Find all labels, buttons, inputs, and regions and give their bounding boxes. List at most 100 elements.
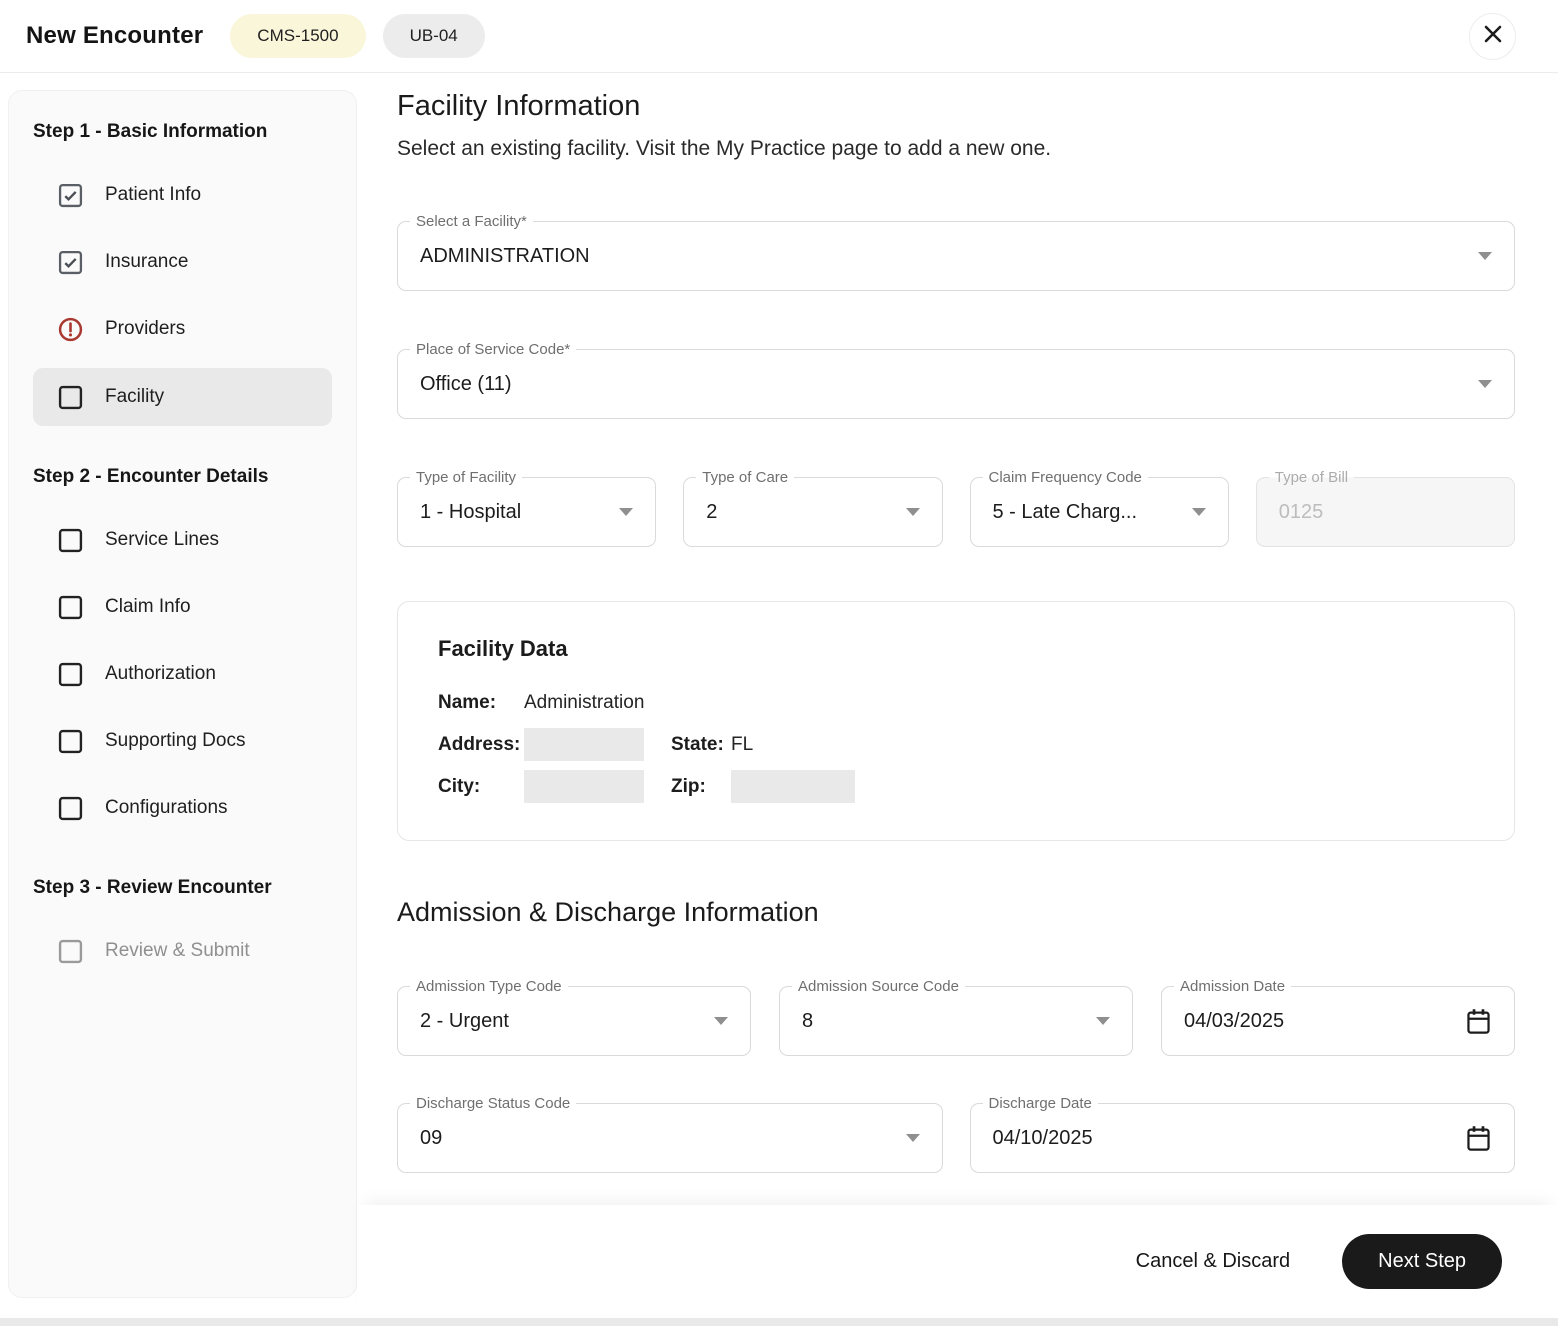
field-value: ADMINISTRATION [420, 244, 590, 267]
facility-data-grid: Name: Administration Address: State: FL … [438, 686, 1474, 803]
city-value-redacted [524, 770, 671, 803]
steps-sidebar: Step 1 - Basic Information Patient Info … [8, 90, 357, 1298]
sidebar-item-label: Supporting Docs [105, 730, 246, 751]
field-value: 09 [420, 1126, 443, 1149]
admission-date-field[interactable]: Admission Date 04/03/2025 [1161, 977, 1515, 1056]
sidebar-item-label: Patient Info [105, 184, 202, 205]
place-of-service-dropdown[interactable]: Place of Service Code* Office (11) [397, 340, 1515, 419]
redacted-block [731, 770, 855, 803]
bill-codes-row: Type of Facility 1 - Hospital Type of Ca… [397, 468, 1515, 547]
field-label: Discharge Date [982, 1094, 1098, 1114]
chevron-down-icon [905, 508, 920, 516]
facility-data-title: Facility Data [438, 636, 568, 661]
calendar-icon [1465, 1007, 1492, 1036]
discharge-status-dropdown[interactable]: Discharge Status Code 09 [397, 1094, 943, 1173]
admission-discharge-title: Admission & Discharge Information [397, 897, 819, 927]
field-value: 0125 [1278, 500, 1324, 523]
city-label: City: [438, 775, 481, 797]
sidebar-item-authorization[interactable]: Authorization [33, 659, 332, 689]
field-value: 5 - Late Charg... [992, 500, 1138, 523]
type-of-facility-dropdown[interactable]: Type of Facility 1 - Hospital [397, 468, 657, 547]
sidebar-item-label: Configurations [105, 797, 228, 818]
sidebar-item-review-submit: Review & Submit [33, 936, 332, 966]
checkbox-unchecked-icon [58, 662, 83, 687]
address-label: Address: [438, 733, 521, 755]
state-value: FL [731, 733, 754, 755]
sidebar-item-label: Facility [105, 386, 165, 407]
error-exclamation-icon [58, 317, 83, 342]
discharge-row: Discharge Status Code 09 Discharge Date … [397, 1094, 1515, 1173]
checkbox-checked-icon [58, 250, 83, 275]
field-value: 2 - Urgent [420, 1009, 509, 1032]
field-label: Admission Source Code [792, 977, 965, 997]
admission-source-dropdown[interactable]: Admission Source Code 8 [779, 977, 1133, 1056]
checkbox-unchecked-disabled-icon [58, 939, 83, 964]
field-label: Claim Frequency Code [982, 468, 1148, 488]
checkbox-unchecked-icon [58, 528, 83, 553]
field-label: Admission Date [1174, 977, 1292, 997]
sidebar-item-service-lines[interactable]: Service Lines [33, 525, 332, 555]
form-type-badge-cms1500[interactable]: CMS-1500 [230, 14, 366, 58]
field-value: 8 [802, 1009, 814, 1032]
facility-data-card: Facility Data Name: Administration Addre… [397, 601, 1515, 841]
chevron-down-icon [905, 1134, 920, 1142]
redacted-block [524, 770, 644, 803]
zip-value-redacted [731, 770, 1474, 803]
next-step-button[interactable]: Next Step [1342, 1234, 1502, 1289]
field-label: Place of Service Code* [410, 340, 577, 360]
checkbox-unchecked-icon [58, 385, 83, 410]
field-value: 04/10/2025 [992, 1126, 1093, 1149]
sidebar-item-facility[interactable]: Facility [33, 368, 332, 426]
sidebar-item-providers[interactable]: Providers [33, 314, 332, 344]
discharge-date-field[interactable]: Discharge Date 04/10/2025 [969, 1094, 1515, 1173]
field-value: 04/03/2025 [1184, 1009, 1285, 1032]
step3-heading: Step 3 - Review Encounter [33, 877, 272, 898]
field-label: Type of Bill [1268, 468, 1355, 488]
chevron-down-icon [1191, 508, 1206, 516]
field-label: Type of Facility [410, 468, 523, 488]
chevron-down-icon [714, 1017, 728, 1025]
field-label: Select a Facility* [410, 212, 533, 232]
cancel-discard-button[interactable]: Cancel & Discard [1135, 1250, 1291, 1272]
admission-row: Admission Type Code 2 - Urgent Admission… [397, 977, 1515, 1056]
page-subtitle: Select an existing facility. Visit the M… [397, 137, 1052, 160]
page-bottom-strip [0, 1318, 1558, 1326]
name-value: Administration [524, 691, 645, 713]
close-button[interactable] [1469, 13, 1516, 60]
checkbox-unchecked-icon [58, 595, 83, 620]
chevron-down-icon [1478, 380, 1492, 388]
modal-header: New Encounter CMS-1500 UB-04 [0, 0, 1558, 73]
sidebar-item-patient-info[interactable]: Patient Info [33, 180, 332, 210]
calendar-icon [1465, 1124, 1492, 1153]
field-value: 2 [706, 500, 718, 523]
sidebar-item-label: Providers [105, 318, 186, 339]
field-label: Admission Type Code [410, 977, 568, 997]
facility-step-content: Facility Information Select an existing … [397, 73, 1515, 1173]
admission-type-dropdown[interactable]: Admission Type Code 2 - Urgent [397, 977, 751, 1056]
zip-label: Zip: [671, 775, 706, 797]
checkbox-unchecked-icon [58, 729, 83, 754]
chevron-down-icon [1478, 252, 1492, 260]
field-value: Office (11) [420, 372, 512, 395]
sidebar-item-supporting-docs[interactable]: Supporting Docs [33, 726, 332, 756]
sidebar-item-label: Service Lines [105, 529, 220, 550]
wizard-footer: Cancel & Discard Next Step [357, 1205, 1558, 1318]
sidebar-item-claim-info[interactable]: Claim Info [33, 592, 332, 622]
modal-title: New Encounter [26, 22, 204, 49]
step2-heading: Step 2 - Encounter Details [33, 466, 269, 487]
sidebar-item-label: Authorization [105, 663, 216, 684]
name-label: Name: [438, 691, 497, 713]
sidebar-item-insurance[interactable]: Insurance [33, 247, 332, 277]
claim-frequency-dropdown[interactable]: Claim Frequency Code 5 - Late Charg... [969, 468, 1229, 547]
select-facility-dropdown[interactable]: Select a Facility* ADMINISTRATION [397, 212, 1515, 291]
sidebar-item-label: Review & Submit [105, 940, 250, 961]
state-label: State: [671, 733, 724, 755]
address-value-redacted [524, 728, 671, 761]
page-title: Facility Information [397, 90, 641, 122]
step1-heading: Step 1 - Basic Information [33, 121, 268, 142]
sidebar-item-configurations[interactable]: Configurations [33, 793, 332, 823]
type-of-care-dropdown[interactable]: Type of Care 2 [683, 468, 943, 547]
field-value: 1 - Hospital [420, 500, 522, 523]
form-type-badge-ub04[interactable]: UB-04 [382, 14, 485, 58]
checkbox-checked-icon [58, 183, 83, 208]
